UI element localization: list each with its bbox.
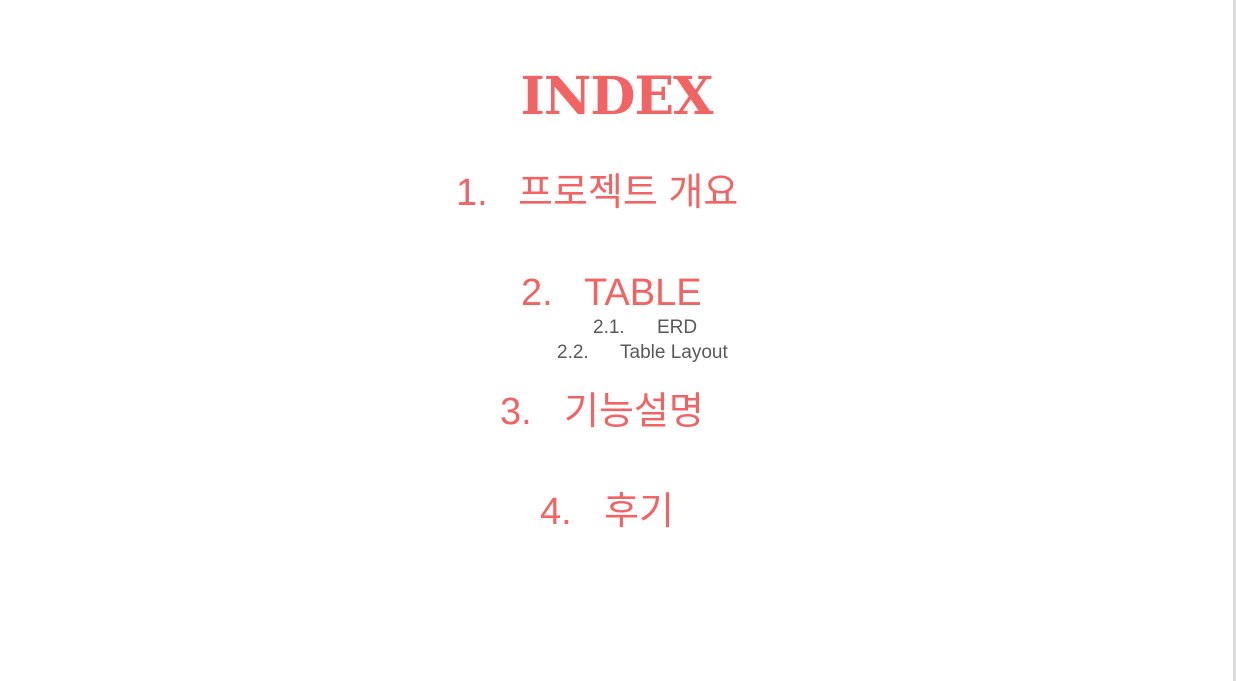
index-item-3-label: 기능설명	[564, 391, 704, 433]
index-item-4-label: 후기	[604, 491, 674, 533]
index-item-4-number: 4.	[540, 491, 572, 533]
index-item-2-label: TABLE	[584, 272, 702, 314]
index-item-4: 4. 후기	[540, 489, 674, 535]
window-edge-divider	[1233, 0, 1236, 681]
index-subitem-2-1-label: ERD	[657, 317, 698, 338]
index-item-2-number: 2.	[521, 272, 553, 314]
index-subitem-2-2-label: Table Layout	[620, 342, 728, 363]
index-item-3-number: 3.	[500, 391, 532, 433]
index-title: INDEX	[520, 66, 714, 127]
index-subitem-2-2-number: 2.2.	[557, 342, 589, 363]
index-item-1: 1. 프로젝트 개요	[456, 170, 738, 216]
index-subitem-2-1: 2.1. ERD	[593, 316, 697, 340]
index-item-3: 3. 기능설명	[500, 389, 704, 435]
index-subitem-2-2: 2.2. Table Layout	[557, 341, 728, 365]
index-item-1-number: 1.	[456, 172, 488, 214]
index-item-1-label: 프로젝트 개요	[518, 172, 739, 214]
index-subitem-2-1-number: 2.1.	[593, 317, 625, 338]
index-item-2: 2. TABLE	[521, 270, 702, 316]
